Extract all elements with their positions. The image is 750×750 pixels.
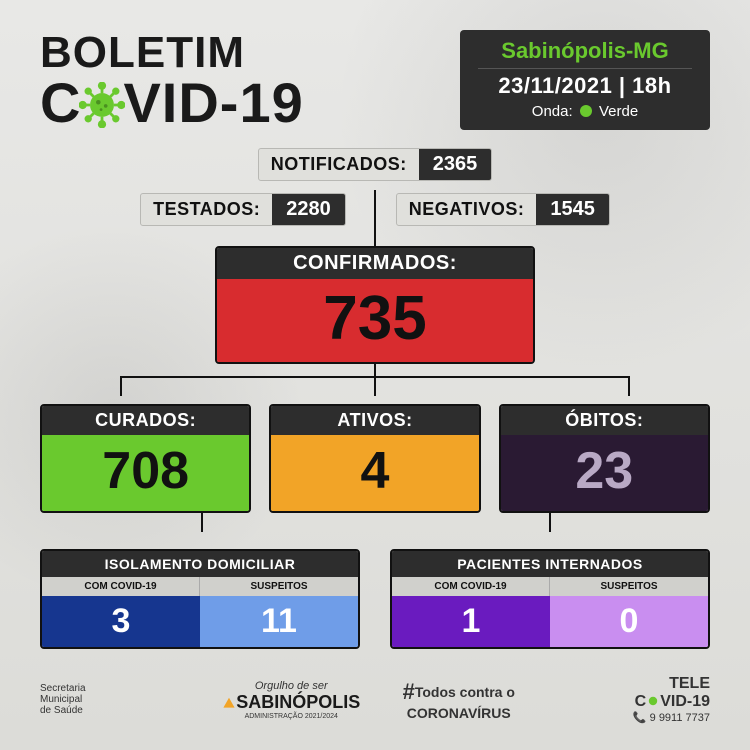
title-block: BOLETIM CVID-19 <box>40 30 304 129</box>
obitos-value: 23 <box>501 435 708 511</box>
curados-value: 708 <box>42 435 249 511</box>
line-v-top <box>374 190 376 246</box>
line-v-right <box>628 376 630 396</box>
negativos-value: 1545 <box>536 194 609 225</box>
card-curados: CURADOS: 708 <box>40 404 251 513</box>
iso-covid-label: COM COVID-19 <box>42 577 200 596</box>
hosp-covid-label: COM COVID-19 <box>392 577 550 596</box>
negativos-label: NEGATIVOS: <box>397 195 537 224</box>
hosp-susp-value: 0 <box>550 596 708 647</box>
tree: CONFIRMADOS: 735 CURADOS: 708 ATIVOS: 4 … <box>40 246 710 649</box>
duo-row: ISOLAMENTO DOMICILIAR COM COVID-19 3 SUS… <box>40 549 710 649</box>
card-internados: PACIENTES INTERNADOS COM COVID-19 1 SUSP… <box>390 549 710 649</box>
line-h-trio <box>120 376 629 378</box>
confirmados-value: 735 <box>217 279 533 362</box>
pill-negativos: NEGATIVOS: 1545 <box>396 193 610 226</box>
wave-label: Onda: <box>532 103 573 120</box>
card-isolamento: ISOLAMENTO DOMICILIAR COM COVID-19 3 SUS… <box>40 549 360 649</box>
curados-label: CURADOS: <box>42 406 249 435</box>
bulletin-root: BOLETIM CVID-19 Sabinópolis-MG 23/11/202… <box>0 0 750 750</box>
brand-accent-icon <box>222 693 236 707</box>
info-box: Sabinópolis-MG 23/11/2021 | 18h Onda: Ve… <box>460 30 710 130</box>
line-v-left <box>120 376 122 396</box>
virus-icon <box>79 82 125 128</box>
city-name: Sabinópolis-MG <box>478 38 692 69</box>
testados-value: 2280 <box>272 194 345 225</box>
confirmados-label: CONFIRMADOS: <box>217 248 533 279</box>
iso-covid-cell: COM COVID-19 3 <box>42 577 200 647</box>
iso-title: ISOLAMENTO DOMICILIAR <box>42 551 358 577</box>
title-line1: BOLETIM <box>40 30 304 76</box>
header: BOLETIM CVID-19 Sabinópolis-MG 23/11/202… <box>40 30 710 130</box>
hosp-susp-cell: SUSPEITOS 0 <box>550 577 708 647</box>
footer-secretaria: Secretaria Municipal de Saúde <box>40 683 208 716</box>
testados-label: TESTADOS: <box>141 195 272 224</box>
footer: Secretaria Municipal de Saúde Orgulho de… <box>40 675 710 724</box>
title-line2: CVID-19 <box>40 76 304 129</box>
card-confirmados: CONFIRMADOS: 735 <box>215 246 535 364</box>
iso-susp-value: 11 <box>200 596 358 647</box>
notificados-label: NOTIFICADOS: <box>259 150 419 179</box>
obitos-label: ÓBITOS: <box>501 406 708 435</box>
datetime: 23/11/2021 | 18h <box>478 73 692 99</box>
trio-row: CURADOS: 708 ATIVOS: 4 ÓBITOS: 23 <box>40 404 710 513</box>
tele-virus-icon <box>646 694 660 708</box>
iso-susp-cell: SUSPEITOS 11 <box>200 577 358 647</box>
hosp-covid-value: 1 <box>392 596 550 647</box>
footer-tele: TELE CC VID-19VID-19 📞 9 9911 7737 <box>543 675 711 724</box>
wave-row: Onda: Verde <box>478 103 692 120</box>
hosp-covid-cell: COM COVID-19 1 <box>392 577 550 647</box>
pill-notificados: NOTIFICADOS: 2365 <box>258 148 493 181</box>
wave-dot-icon <box>580 105 592 117</box>
iso-susp-label: SUSPEITOS <box>200 577 358 596</box>
card-ativos: ATIVOS: 4 <box>269 404 480 513</box>
row-notificados: NOTIFICADOS: 2365 <box>40 148 710 181</box>
iso-covid-value: 3 <box>42 596 200 647</box>
pill-testados: TESTADOS: 2280 <box>140 193 346 226</box>
notificados-value: 2365 <box>419 149 492 180</box>
hosp-title: PACIENTES INTERNADOS <box>392 551 708 577</box>
ativos-label: ATIVOS: <box>271 406 478 435</box>
ativos-value: 4 <box>271 435 478 511</box>
footer-hashtag: #Todos contra o CORONAVÍRUS <box>375 679 543 721</box>
card-obitos: ÓBITOS: 23 <box>499 404 710 513</box>
wave-value: Verde <box>599 103 638 120</box>
hosp-susp-label: SUSPEITOS <box>550 577 708 596</box>
footer-brand: Orgulho de ser SABINÓPOLIS ADMINISTRAÇÃO… <box>208 680 376 720</box>
